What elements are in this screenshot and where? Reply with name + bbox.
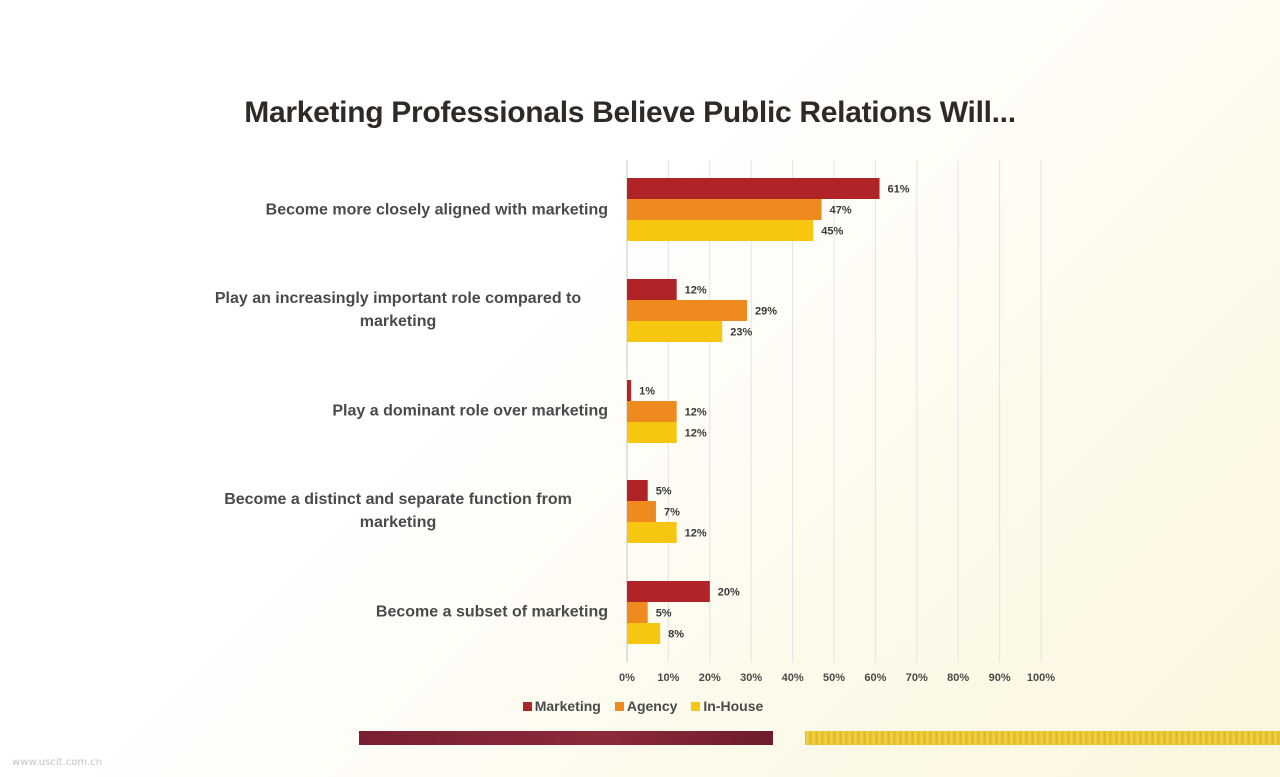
data-label: 12% (685, 285, 707, 297)
bar-in-house-2 (627, 422, 677, 443)
x-tick-label: 30% (740, 672, 762, 684)
data-label: 12% (685, 407, 707, 419)
bar-marketing-1 (627, 279, 677, 300)
watermark: www.uscit.com.cn (12, 757, 103, 768)
x-tick-label: 80% (947, 672, 969, 684)
data-label: 20% (718, 587, 740, 599)
data-label: 23% (730, 327, 752, 339)
data-label: 7% (664, 507, 680, 519)
data-label: 5% (656, 608, 672, 620)
bar-agency-0 (627, 199, 822, 220)
data-label: 1% (639, 386, 655, 398)
category-label-2: Play a dominant role over marketing (332, 402, 608, 420)
x-tick-label: 100% (1027, 672, 1055, 684)
x-tick-label: 90% (989, 672, 1011, 684)
bar-in-house-4 (627, 623, 661, 644)
footer-decor-bar-left (359, 731, 773, 745)
x-tick-label: 10% (657, 672, 679, 684)
legend-label-agency: Agency (626, 698, 678, 714)
bar-in-house-1 (627, 321, 723, 342)
bar-agency-1 (627, 300, 748, 321)
legend-item-agency: Agency (614, 698, 678, 714)
bar-agency-2 (627, 401, 677, 422)
x-tick-label: 0% (619, 672, 635, 684)
legend: Marketing Agency In-House (0, 698, 1280, 714)
data-label: 29% (755, 306, 777, 318)
data-label: 61% (888, 184, 910, 196)
legend-swatch-agency (614, 701, 624, 711)
legend-item-inhouse: In-House (691, 698, 763, 714)
x-tick-label: 50% (823, 672, 845, 684)
data-label: 5% (656, 486, 672, 498)
bar-in-house-0 (627, 220, 814, 241)
footer-decor-bar-right (805, 731, 1280, 745)
data-label: 8% (668, 629, 684, 641)
x-tick-label: 70% (906, 672, 928, 684)
legend-label-inhouse: In-House (703, 698, 764, 714)
data-label: 12% (685, 428, 707, 440)
data-label: 12% (685, 528, 707, 540)
bar-agency-3 (627, 501, 656, 522)
category-label-1: Play an increasingly important role comp… (214, 290, 582, 330)
x-tick-label: 40% (782, 672, 804, 684)
data-label: 47% (830, 205, 852, 217)
x-tick-label: 60% (864, 672, 886, 684)
bar-marketing-3 (627, 480, 648, 501)
legend-item-marketing: Marketing (522, 698, 601, 714)
legend-label-marketing: Marketing (534, 698, 601, 714)
category-label-4: Become a subset of marketing (375, 603, 608, 621)
x-tick-label: 20% (699, 672, 721, 684)
legend-swatch-inhouse (691, 701, 701, 711)
category-label-3: Become a distinct and separate function … (224, 491, 572, 531)
bar-marketing-4 (627, 581, 710, 602)
bar-in-house-3 (627, 522, 677, 543)
category-label-0: Become more closely aligned with marketi… (265, 201, 608, 219)
bar-marketing-2 (627, 380, 632, 401)
legend-swatch-marketing (522, 701, 532, 711)
bar-agency-4 (627, 602, 648, 623)
data-label: 45% (821, 226, 843, 238)
bar-marketing-0 (627, 178, 880, 199)
chart-title: Marketing Professionals Believe Public R… (244, 96, 1016, 129)
